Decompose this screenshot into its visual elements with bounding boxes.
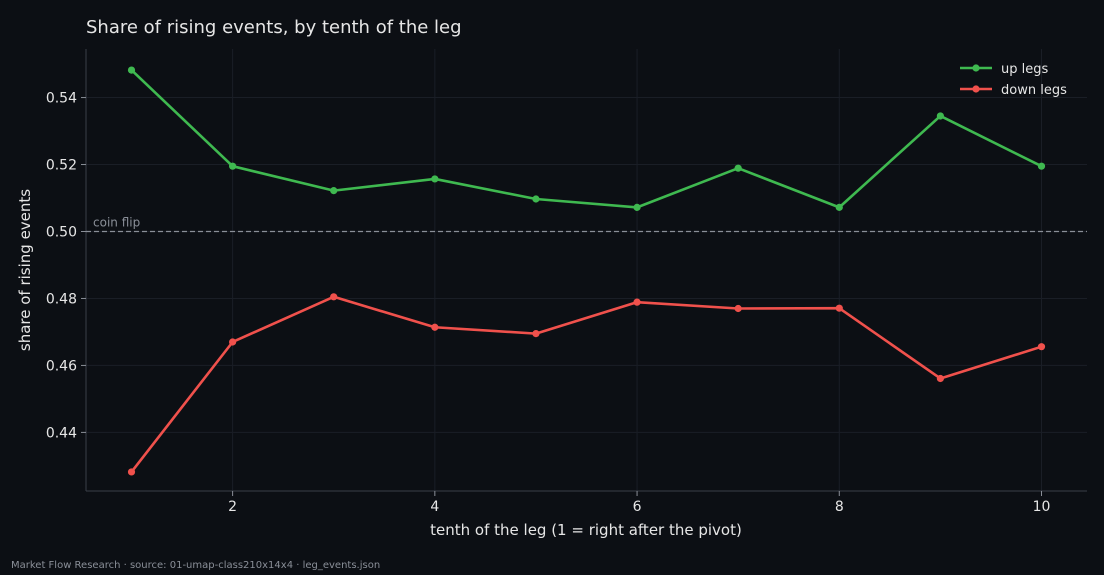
y-tick-label: 0.46	[46, 358, 77, 374]
legend-label: down legs	[1001, 83, 1067, 98]
x-tick-label: 4	[430, 499, 439, 515]
legend-label: up legs	[1001, 62, 1048, 77]
data-point-down-legs	[936, 374, 944, 383]
data-point-up-legs	[936, 112, 944, 120]
reference-line: coin flip	[86, 215, 1087, 233]
data-point-up-legs	[229, 162, 237, 170]
data-point-down-legs	[330, 293, 338, 301]
data-point-down-legs	[734, 304, 742, 313]
data-point-down-legs	[1037, 343, 1046, 351]
data-point-down-legs	[532, 330, 540, 338]
series-group	[127, 66, 1046, 476]
data-point-up-legs	[633, 203, 641, 211]
data-point-down-legs	[127, 468, 136, 476]
data-point-down-legs	[835, 304, 843, 312]
y-tick-label: 0.52	[46, 158, 77, 174]
data-point-up-legs	[835, 203, 843, 211]
coin-flip-label: coin flip	[93, 215, 140, 229]
data-point-down-legs	[229, 338, 237, 346]
y-tick-label: 0.48	[46, 291, 77, 307]
data-point-down-legs	[431, 323, 439, 331]
data-point-up-legs	[734, 164, 742, 172]
footer-source: Market Flow Research · source: 01-umap-c…	[11, 560, 381, 571]
data-point-up-legs	[127, 66, 136, 74]
legend-marker	[972, 64, 980, 72]
x-axis-label: tenth of the leg (1 = right after the pi…	[430, 521, 742, 539]
data-point-down-legs	[633, 298, 641, 306]
legend-marker	[972, 85, 980, 93]
data-point-up-legs	[330, 187, 338, 195]
chart-title: Share of rising events, by tenth of the …	[86, 17, 462, 38]
data-point-up-legs	[532, 195, 540, 203]
series-line-up-legs	[130, 69, 1043, 209]
axes: 0.44 0.46 0.48 0.50 0.52 0.54 2 4 6 8 10	[46, 49, 1087, 515]
grid	[86, 49, 1087, 491]
y-tick-label: 0.44	[46, 425, 77, 441]
y-axis-label: share of rising events	[16, 189, 34, 351]
data-point-up-legs	[431, 175, 439, 183]
data-point-up-legs	[1037, 162, 1046, 170]
y-tick-label: 0.54	[46, 91, 77, 107]
x-tick-label: 8	[835, 499, 844, 515]
x-tick-label: 6	[633, 499, 642, 515]
x-tick-label: 2	[228, 499, 237, 515]
x-tick-label: 10	[1033, 499, 1051, 515]
legend: up legs down legs	[960, 62, 1067, 98]
y-tick-label: 0.50	[46, 224, 77, 240]
series-line-down-legs	[130, 295, 1042, 473]
